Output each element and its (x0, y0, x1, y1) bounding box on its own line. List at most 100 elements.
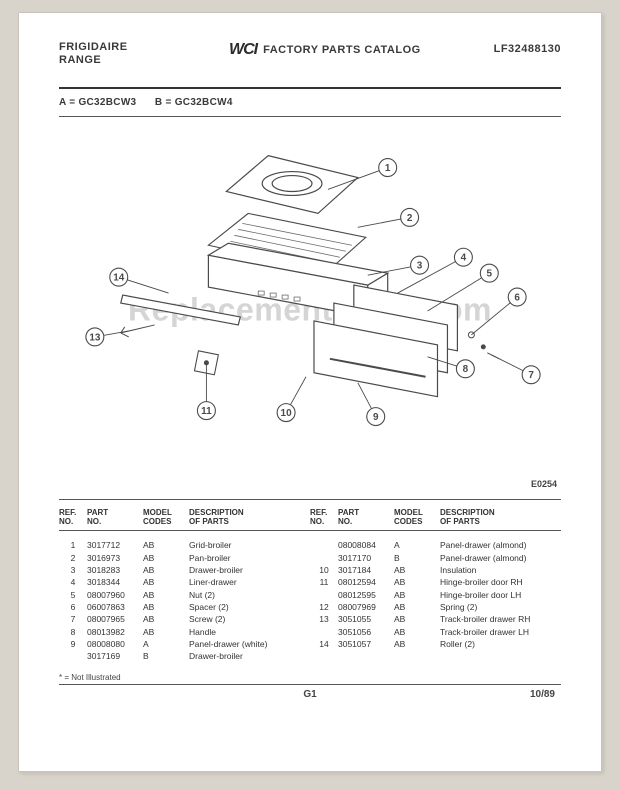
cell-codes: AB (394, 626, 440, 638)
footer-date: 10/89 (530, 689, 555, 700)
cell-codes: AB (394, 564, 440, 576)
col-model: MODEL CODES (143, 508, 189, 526)
cell-part: 3018283 (87, 564, 143, 576)
cell-part: 08012595 (338, 589, 394, 601)
cell-codes: AB (143, 564, 189, 576)
cell-desc: Drawer-broiler (189, 650, 310, 662)
page-footer: G1 10/89 (59, 685, 561, 700)
cell-ref (310, 539, 338, 551)
cell-ref: 8 (59, 626, 87, 638)
cell-ref: 4 (59, 576, 87, 588)
cell-desc: Screw (2) (189, 613, 310, 625)
product-type: RANGE (59, 54, 128, 67)
cell-ref: 2 (59, 552, 87, 564)
cell-ref: 12 (310, 601, 338, 613)
parts-table: REF. NO. PART NO. MODEL CODES DESCRIPTIO… (59, 508, 561, 663)
cell-desc: Roller (2) (440, 638, 561, 650)
table-row: 708007965ABScrew (2) (59, 613, 310, 625)
table-row: 23016973ABPan-broiler (59, 552, 310, 564)
col-part: PART NO. (87, 508, 143, 526)
cell-ref (310, 626, 338, 638)
cell-part: 08007969 (338, 601, 394, 613)
table-row: 808013982ABHandle (59, 626, 310, 638)
cell-desc: Spacer (2) (189, 601, 310, 613)
col-ref: REF. NO. (310, 508, 338, 526)
rule-under-models (59, 116, 561, 117)
footer-page: G1 (303, 689, 316, 700)
table-row: 43018344ABLiner-drawer (59, 576, 310, 588)
callout-number: 11 (201, 406, 212, 417)
callout-number: 5 (487, 269, 493, 280)
document-number: LF32488130 (494, 43, 561, 55)
cell-desc: Grid-broiler (189, 539, 310, 551)
footnote: * = Not Illustrated (59, 673, 561, 682)
cell-ref (310, 589, 338, 601)
callout-number: 6 (514, 293, 520, 304)
table-row: 08012595ABHinge-broiler door LH (310, 589, 561, 601)
cell-ref: 10 (310, 564, 338, 576)
cell-desc: Hinge-broiler door RH (440, 576, 561, 588)
cell-codes: AB (394, 576, 440, 588)
cell-part: 3017169 (87, 650, 143, 662)
page-inner: FRIGIDAIRE RANGE WCI FACTORY PARTS CATAL… (59, 41, 561, 743)
callout-number: 1 (385, 163, 391, 174)
cell-part: 08013982 (87, 626, 143, 638)
parts-header-left: REF. NO. PART NO. MODEL CODES DESCRIPTIO… (59, 508, 310, 531)
cell-desc: Handle (189, 626, 310, 638)
col-desc: DESCRIPTION OF PARTS (189, 508, 310, 526)
table-row: 143051057ABRoller (2) (310, 638, 561, 650)
header: FRIGIDAIRE RANGE WCI FACTORY PARTS CATAL… (59, 41, 561, 81)
cell-desc: Track-broiler drawer LH (440, 626, 561, 638)
cell-part: 3016973 (87, 552, 143, 564)
cell-codes: AB (143, 589, 189, 601)
callout-number: 7 (528, 370, 534, 381)
cell-codes: AB (394, 601, 440, 613)
table-row: 1208007969ABSpring (2) (310, 601, 561, 613)
callout-number: 14 (113, 273, 125, 284)
brand-name: FRIGIDAIRE (59, 41, 128, 54)
cell-codes: AB (143, 539, 189, 551)
cell-ref: 5 (59, 589, 87, 601)
page-frame: FRIGIDAIRE RANGE WCI FACTORY PARTS CATAL… (18, 12, 602, 772)
cell-part: 3018344 (87, 576, 143, 588)
cell-ref (310, 552, 338, 564)
cell-codes: B (143, 650, 189, 662)
cell-codes: AB (143, 626, 189, 638)
table-row: 1108012594ABHinge-broiler door RH (310, 576, 561, 588)
parts-header-right: REF. NO. PART NO. MODEL CODES DESCRIPTIO… (310, 508, 561, 531)
callout-number: 4 (461, 253, 467, 264)
table-row: 606007863ABSpacer (2) (59, 601, 310, 613)
cell-part: 3051057 (338, 638, 394, 650)
cell-codes: AB (143, 576, 189, 588)
cell-part: 08012594 (338, 576, 394, 588)
cell-ref: 7 (59, 613, 87, 625)
cell-part: 3051055 (338, 613, 394, 625)
wci-logo: WCI (229, 41, 257, 59)
cell-part: 08007960 (87, 589, 143, 601)
callout-number: 10 (281, 408, 293, 419)
cell-part: 08008084 (338, 539, 394, 551)
model-a: A = GC32BCW3 (59, 97, 136, 108)
cell-desc: Spring (2) (440, 601, 561, 613)
rule-above-table (59, 499, 561, 500)
col-desc: DESCRIPTION OF PARTS (440, 508, 561, 526)
cell-part: 06007863 (87, 601, 143, 613)
cell-codes: AB (143, 613, 189, 625)
col-model: MODEL CODES (394, 508, 440, 526)
table-row: 08008084APanel-drawer (almond) (310, 539, 561, 551)
cell-desc: Track-broiler drawer RH (440, 613, 561, 625)
callout-number: 13 (89, 332, 101, 343)
exploded-diagram: ReplacementParts.com (59, 125, 561, 495)
cell-ref: 6 (59, 601, 87, 613)
cell-part: 08007965 (87, 613, 143, 625)
col-ref: REF. NO. (59, 508, 87, 526)
parts-column-left: REF. NO. PART NO. MODEL CODES DESCRIPTIO… (59, 508, 310, 663)
diagram-svg: 12345678910111314 (59, 125, 561, 495)
cell-part: 08008080 (87, 638, 143, 650)
cell-desc: Panel-drawer (almond) (440, 552, 561, 564)
cell-part: 3017170 (338, 552, 394, 564)
catalog-title: FACTORY PARTS CATALOG (263, 44, 421, 56)
cell-codes: AB (394, 613, 440, 625)
table-row: 3017169BDrawer-broiler (59, 650, 310, 662)
cell-codes: AB (143, 601, 189, 613)
